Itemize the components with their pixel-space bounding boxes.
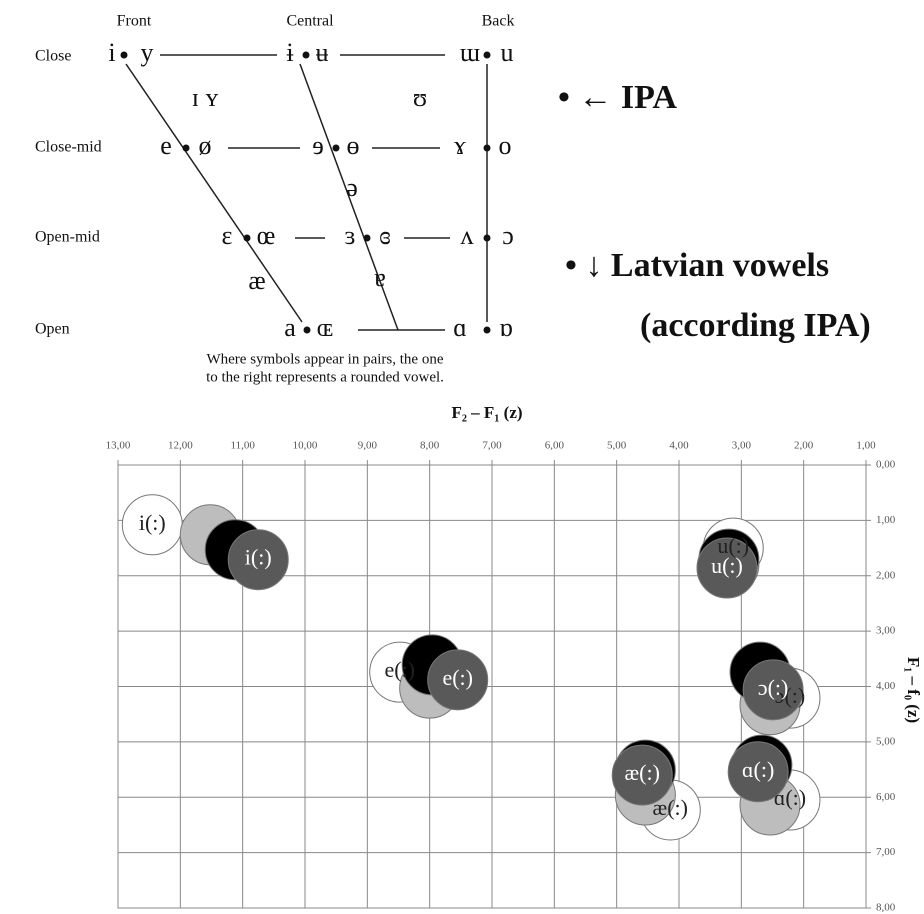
- bubble: [611, 744, 673, 806]
- column-label: Front: [117, 13, 152, 30]
- ipa-symbol: ə: [346, 173, 358, 202]
- data-label: e(:): [384, 657, 415, 682]
- note: to the right represents a rounded vowel.: [206, 369, 444, 385]
- ipa-symbol: ɔ: [502, 221, 514, 250]
- y-tick-label: 7,00: [876, 846, 896, 858]
- data-label: ɑ(:): [774, 785, 806, 810]
- ipa-dot: [302, 51, 310, 59]
- ipa-dot: [363, 234, 371, 242]
- data-label: æ(:): [624, 760, 659, 785]
- bullet: (according IPA): [640, 307, 871, 344]
- ipa-symbol: ɪ ʏ: [192, 83, 219, 112]
- x-tick-label: 13,00: [106, 440, 131, 452]
- y-tick-label: 0,00: [876, 459, 896, 471]
- ipa-symbol: a: [284, 313, 296, 342]
- bubble: [427, 649, 489, 711]
- data-label: ɔ(:): [758, 675, 789, 700]
- ipa-diagram: [125, 54, 488, 331]
- ipa-symbol: y: [141, 38, 154, 67]
- x-tick-label: 10,00: [293, 440, 318, 452]
- ipa-symbol: ɯ: [460, 38, 480, 67]
- x-tick-label: 4,00: [669, 440, 689, 452]
- ipa-symbol: ɤ: [454, 131, 466, 160]
- ipa-symbol: u: [501, 38, 514, 67]
- connector: [299, 63, 399, 331]
- ipa-symbol: æ: [248, 266, 265, 295]
- y-tick-label: 4,00: [876, 680, 896, 692]
- data-label: e(:): [442, 665, 473, 690]
- data-label: i(:): [139, 510, 166, 535]
- ipa-symbol: ɞ: [379, 221, 391, 250]
- bubble: [696, 537, 758, 599]
- ipa-dot: [483, 234, 491, 242]
- y-tick-label: 5,00: [876, 735, 896, 747]
- ipa-dot: [483, 51, 491, 59]
- data-label: ɑ(:): [742, 757, 774, 782]
- bubble: [727, 741, 789, 803]
- x-tick-label: 7,00: [482, 440, 502, 452]
- y-tick-label: 6,00: [876, 791, 896, 803]
- ipa-symbol: ɐ: [374, 263, 386, 292]
- bullet: • ↓ Latvian vowels: [565, 247, 829, 284]
- connector: [125, 63, 303, 323]
- x-tick-label: 11,00: [230, 440, 255, 452]
- ipa-symbol: ʉ: [316, 38, 329, 67]
- x-axis-title: F₂ – F₁ (z): [451, 403, 522, 422]
- bubble: [742, 659, 804, 721]
- ipa-symbol: ʌ: [461, 221, 474, 250]
- ipa-dot: [182, 144, 190, 152]
- ipa-symbol: ɶ: [317, 313, 333, 342]
- ipa-dot: [483, 144, 491, 152]
- ipa-symbol: œ: [257, 221, 276, 250]
- ipa-symbol: ɑ: [453, 313, 467, 342]
- x-tick-label: 5,00: [607, 440, 627, 452]
- ipa-symbol: ɒ: [499, 313, 513, 342]
- row-label: Open-mid: [35, 229, 100, 246]
- x-tick-label: 9,00: [358, 440, 378, 452]
- data-label: u(:): [717, 533, 749, 558]
- row-label: Open: [35, 321, 70, 338]
- ipa-symbol: ɵ: [347, 131, 360, 160]
- data-label: u(:): [711, 553, 743, 578]
- column-label: Central: [286, 13, 334, 30]
- x-tick-label: 3,00: [732, 440, 752, 452]
- ipa-dot: [332, 144, 340, 152]
- note: Where symbols appear in pairs, the one: [206, 351, 443, 367]
- ipa-dot: [303, 326, 311, 334]
- data-label: ɔ(:): [775, 683, 806, 708]
- ipa-symbol: i: [108, 38, 115, 67]
- bubble: [227, 529, 289, 591]
- ipa-symbol: ø: [199, 131, 212, 160]
- ipa-symbol: o: [499, 131, 512, 160]
- x-tick-label: 6,00: [545, 440, 565, 452]
- data-label: æ(:): [653, 795, 688, 820]
- ipa-symbol: ʊ: [413, 83, 427, 112]
- y-tick-label: 2,00: [876, 569, 896, 581]
- y-tick-label: 8,00: [876, 902, 896, 914]
- ipa-symbol: e: [160, 131, 172, 160]
- ipa-symbol: ɘ: [312, 131, 324, 160]
- x-tick-label: 8,00: [420, 440, 440, 452]
- ipa-symbol: ɜ: [345, 221, 356, 250]
- row-label: Close-mid: [35, 139, 102, 156]
- y-tick-label: 1,00: [876, 514, 896, 526]
- data-label: i(:): [245, 545, 272, 570]
- ipa-symbol: ɛ: [222, 221, 233, 250]
- bullet: • ← IPA: [558, 79, 677, 116]
- ipa-dot: [120, 51, 128, 59]
- x-tick-label: 2,00: [794, 440, 814, 452]
- ipa-dot: [243, 234, 251, 242]
- y-axis-title: F₁ – f₀ (z): [904, 657, 923, 723]
- ipa-symbol: ɨ: [286, 38, 293, 67]
- x-tick-label: 1,00: [856, 440, 876, 452]
- y-tick-label: 3,00: [876, 625, 896, 637]
- column-label: Back: [482, 13, 515, 30]
- x-tick-label: 12,00: [168, 440, 193, 452]
- row-label: Close: [35, 48, 71, 65]
- ipa-dot: [483, 326, 491, 334]
